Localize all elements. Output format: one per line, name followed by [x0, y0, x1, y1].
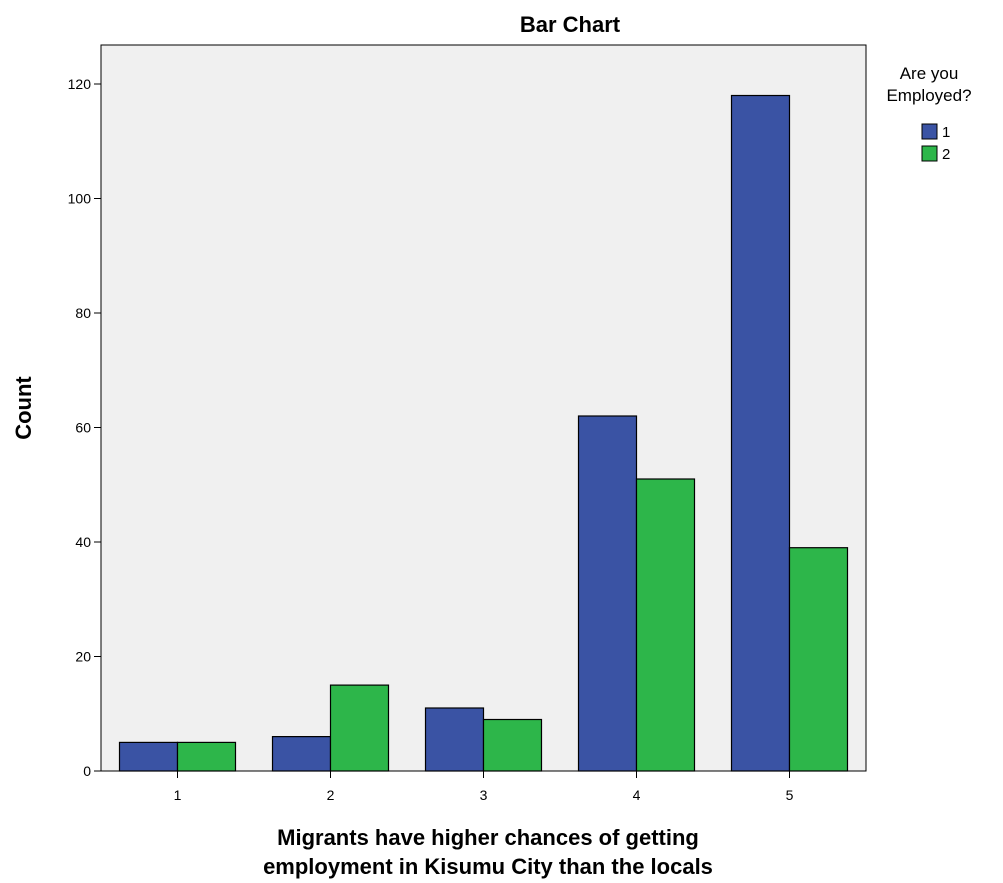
bar-cat-1-series-1	[118, 741, 179, 772]
bar-cat-2-series-2	[329, 684, 390, 772]
bar-cat-3-series-2	[482, 718, 543, 772]
bar-cat-5-series-2	[788, 547, 849, 772]
y-tick-label: 80	[75, 305, 91, 321]
legend-swatch-series-1	[921, 123, 938, 140]
legend-swatch-series-2	[921, 145, 938, 162]
y-tick-label: 40	[75, 534, 91, 550]
legend-title-line-2: Employed?	[886, 86, 971, 105]
x-tick-label: 2	[327, 787, 335, 803]
legend-label-series-2: 2	[942, 146, 950, 163]
x-tick-label: 5	[786, 787, 794, 803]
y-tick-label: 0	[83, 763, 91, 779]
bars-layer	[118, 94, 849, 772]
y-axis-title: Count	[11, 376, 36, 440]
bar-cat-3-series-1	[424, 707, 485, 772]
x-tick-label: 3	[480, 787, 488, 803]
x-axis: 1 2 3 4 5	[174, 771, 794, 803]
y-tick-label: 60	[75, 420, 91, 436]
y-tick-label: 20	[75, 649, 91, 665]
legend-label-series-1: 1	[942, 124, 950, 141]
x-axis-title-line-1: Migrants have higher chances of getting	[277, 825, 699, 850]
bar-cat-4-series-1	[577, 415, 638, 772]
y-axis: 0 20 40 60 80 100 120	[68, 76, 101, 779]
legend: Are you Employed? 1 2	[886, 64, 971, 163]
chart-title: Bar Chart	[520, 12, 621, 37]
y-tick-label: 120	[68, 76, 92, 92]
x-tick-label: 4	[633, 787, 641, 803]
bar-cat-4-series-2	[635, 478, 696, 772]
x-tick-label: 1	[174, 787, 182, 803]
bar-cat-2-series-1	[271, 735, 332, 772]
legend-title-line-1: Are you	[900, 64, 959, 83]
bar-cat-1-series-2	[176, 741, 237, 772]
bar-cat-5-series-1	[730, 94, 791, 772]
x-axis-title-line-2: employment in Kisumu City than the local…	[263, 854, 713, 879]
y-tick-label: 100	[68, 191, 92, 207]
